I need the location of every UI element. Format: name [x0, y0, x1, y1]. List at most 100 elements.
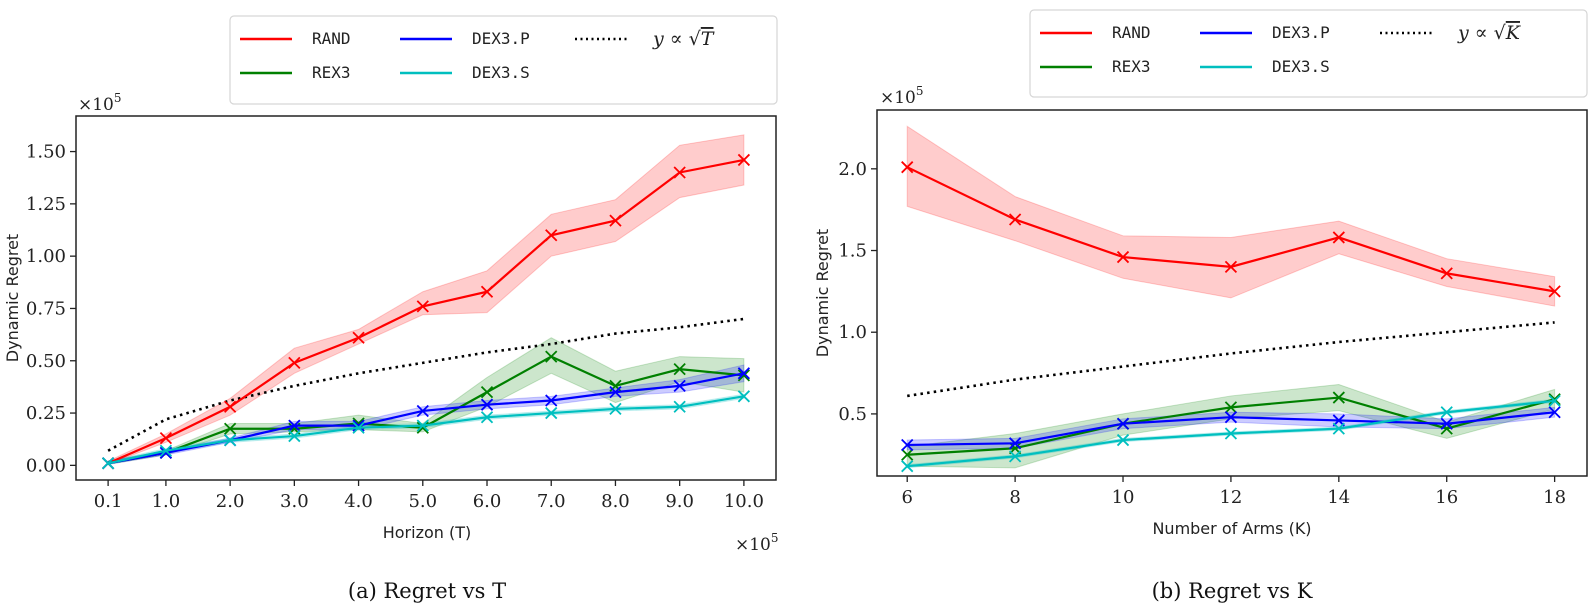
y-tick-label: 0.50 [26, 351, 66, 372]
x-tick-label: 3.0 [280, 491, 309, 512]
legend-item-rex3: REX3 [1040, 57, 1151, 76]
y-axis-label: Dynamic Regret [813, 229, 832, 357]
x-tick-label: 1.0 [152, 491, 181, 512]
x-tick-label: 6 [901, 487, 912, 508]
data-point-dex3-s [223, 434, 237, 447]
legend-label: DEX3.S [472, 63, 530, 82]
data-point-rand [480, 285, 494, 298]
data-point-rex3 [1224, 401, 1238, 414]
y-axis-label: Dynamic Regret [3, 234, 22, 362]
y-tick-label: 0.00 [26, 455, 66, 476]
data-point-dex3-s [1224, 427, 1238, 440]
data-point-dex3-s [609, 402, 622, 416]
data-point-dex3-s [1116, 433, 1130, 447]
data-point-dex3-p [1008, 437, 1022, 450]
legend-label: RAND [312, 29, 351, 48]
x-tick-label: 12 [1219, 487, 1242, 508]
x-tick-label: 18 [1543, 487, 1566, 508]
data-point-dex3-s [101, 457, 115, 470]
legend-label: y ∝ √T [652, 28, 715, 50]
data-point-dex3-s [1548, 394, 1561, 407]
x-tick-label: 7.0 [537, 491, 566, 512]
confidence-band-rex3 [906, 383, 1556, 469]
legend-label: REX3 [1112, 57, 1151, 76]
x-tick-label: 16 [1435, 487, 1458, 508]
y-tick-label: 0.5 [838, 404, 867, 425]
data-point-dex3-p [480, 398, 494, 411]
x-axis-label: Horizon (T) [383, 523, 472, 542]
legend: RAND REX3 DEX3.P DEX3.S y ∝ √K [1029, 9, 1588, 98]
data-point-rand [1008, 213, 1022, 226]
y-tick-label: 2.0 [838, 159, 867, 180]
legend-label: RAND [1112, 23, 1151, 42]
y-tick-label: 1.5 [838, 241, 867, 262]
data-point-dex3-p [288, 419, 301, 432]
x-tick-label: 14 [1327, 487, 1350, 508]
legend-item-reference: y ∝ √T [575, 28, 715, 50]
x-tick-label: 8.0 [601, 491, 630, 512]
data-point-dex3-s [159, 444, 173, 457]
data-point-rex3 [1548, 393, 1561, 406]
data-point-dex3-s [1008, 450, 1022, 463]
y-axis-multiplier: ×105 [78, 91, 122, 115]
data-point-rex3 [1440, 422, 1453, 435]
x-tick-label: 6.0 [473, 491, 502, 512]
data-point-dex3-s [1332, 422, 1345, 435]
y-tick-label: 1.00 [26, 246, 66, 267]
legend: RAND REX3 DEX3.P DEX3.S y ∝ √T [229, 15, 778, 105]
data-point-dex3-p [673, 379, 686, 392]
data-point-rex3 [901, 448, 914, 461]
data-point-rand [1224, 260, 1238, 273]
reference-line [107, 317, 745, 452]
data-point-dex3-s [1440, 406, 1453, 419]
x-tick-label: 10 [1112, 487, 1135, 508]
data-point-dex3-p [737, 367, 751, 380]
data-point-rand [352, 331, 365, 344]
data-point-dex3-s [545, 406, 558, 420]
legend-label: DEX3.S [1272, 57, 1330, 76]
data-point-dex3-p [1116, 417, 1130, 430]
axes-frame [876, 109, 1588, 477]
legend-item-rex3: REX3 [240, 63, 351, 82]
figure-caption: (b) Regret vs K [1152, 579, 1313, 603]
x-tick-label: 9.0 [665, 491, 694, 512]
x-tick-label: 0.1 [94, 491, 123, 512]
data-point-rand [609, 214, 622, 227]
x-tick-label: 4.0 [344, 491, 373, 512]
confidence-band-dex3-p [906, 406, 1556, 451]
legend-item-dex3-s: DEX3.S [400, 63, 530, 82]
data-point-dex3-p [1440, 417, 1453, 430]
data-point-rex3 [673, 362, 686, 376]
legend-item-rand: RAND [1040, 23, 1151, 42]
data-point-dex3-s [480, 411, 494, 424]
x-axis-label: Number of Arms (K) [1152, 519, 1311, 538]
confidence-band-rand [906, 125, 1556, 307]
data-point-rand [545, 229, 558, 242]
data-point-rand [673, 166, 686, 179]
data-point-dex3-p [416, 404, 429, 418]
data-point-dex3-p [609, 386, 622, 399]
data-point-rand [737, 153, 751, 167]
x-axis-multiplier: ×105 [735, 531, 779, 555]
legend-item-rand: RAND [240, 29, 351, 48]
x-tick-label: 10.0 [724, 491, 764, 512]
data-point-dex3-p [1548, 406, 1561, 419]
y-tick-label: 1.25 [26, 194, 66, 215]
legend-item-dex3-s: DEX3.S [1200, 57, 1330, 76]
data-point-rand [159, 432, 173, 445]
legend-item-dex3-p: DEX3.P [1200, 23, 1330, 42]
chart-a: 0.1 1.0 2.0 3.0 4.0 5.0 6.0 7.0 8.0 9.0 10.0 0.00 0.… [3, 15, 779, 603]
data-point-dex3-s [352, 421, 365, 434]
data-point-dex3-s [288, 429, 301, 443]
y-axis-multiplier: ×105 [880, 84, 924, 108]
legend-item-dex3-p: DEX3.P [400, 29, 530, 48]
data-point-dex3-s [901, 460, 914, 473]
data-point-dex3-p [1224, 411, 1238, 424]
data-point-rand [1548, 285, 1561, 298]
y-tick-label: 0.25 [26, 403, 66, 424]
data-point-rand [1116, 250, 1130, 264]
reference-line [907, 321, 1555, 398]
data-point-dex3-s [673, 400, 686, 413]
data-point-dex3-s [737, 390, 751, 403]
data-point-rex3 [480, 386, 494, 399]
